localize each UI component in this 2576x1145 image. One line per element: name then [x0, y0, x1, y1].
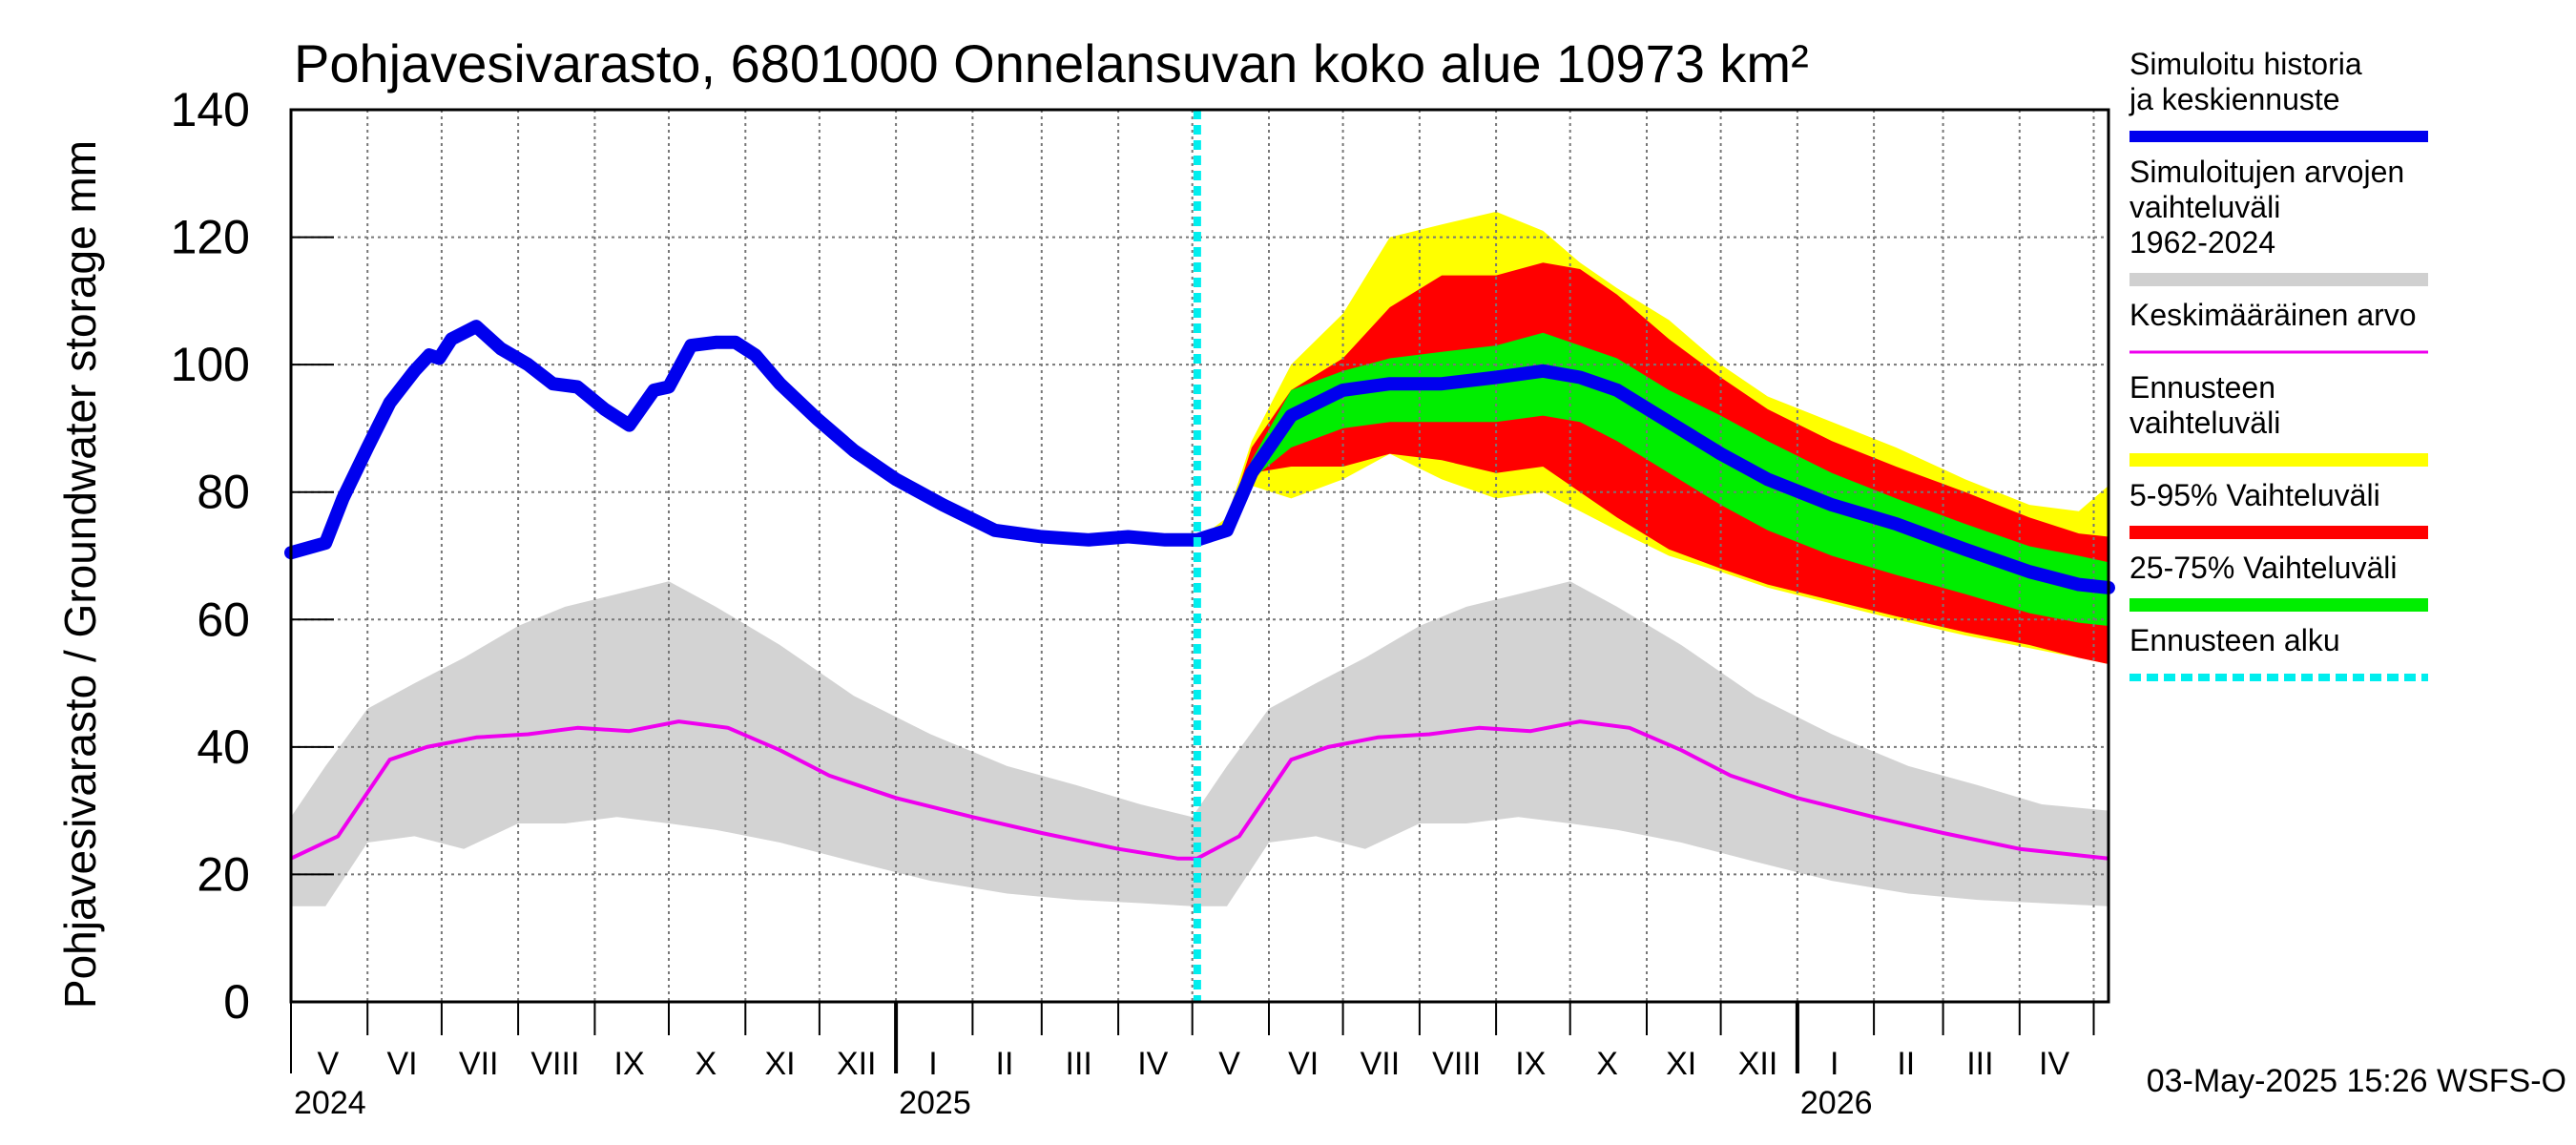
legend-label: Ennusteen: [2129, 370, 2275, 405]
month-label: XI: [1666, 1046, 1696, 1082]
legend-label: 25-75% Vaihteluväli: [2129, 551, 2397, 585]
month-label: X: [695, 1046, 717, 1082]
month-label: II: [996, 1046, 1014, 1082]
y-tick-label: 0: [223, 975, 250, 1029]
legend-label: 5-95% Vaihteluväli: [2129, 478, 2380, 512]
month-label: VIII: [530, 1046, 579, 1082]
month-label: I: [1830, 1046, 1839, 1082]
grid: [291, 110, 2109, 1002]
legend-label: Keskimääräinen arvo: [2129, 298, 2417, 332]
month-label: I: [928, 1046, 937, 1082]
year-label: 2026: [1800, 1085, 1873, 1121]
legend-label: vaihteluväli: [2129, 406, 2280, 440]
legend-label: Simuloitu historia: [2129, 47, 2362, 81]
month-label: VIII: [1432, 1046, 1481, 1082]
history-line: [284, 320, 1204, 560]
month-label: III: [1066, 1046, 1092, 1082]
month-label: VI: [386, 1046, 417, 1082]
chart-title: Pohjavesivarasto, 6801000 Onnelansuvan k…: [294, 33, 1809, 94]
month-label: XII: [837, 1046, 877, 1082]
y-tick-label: 60: [197, 593, 250, 646]
legend-label: 1962-2024: [2129, 225, 2275, 260]
y-tick-label: 100: [171, 338, 250, 391]
legend-label: Ennusteen alku: [2129, 623, 2340, 657]
year-label: 2025: [899, 1085, 971, 1121]
y-tick-label: 40: [197, 720, 250, 774]
month-label: IV: [2039, 1046, 2069, 1082]
month-label: II: [1897, 1046, 1915, 1082]
month-label: VII: [459, 1046, 499, 1082]
month-label: XII: [1738, 1046, 1778, 1082]
month-label: III: [1966, 1046, 1993, 1082]
month-label: IX: [614, 1046, 645, 1082]
month-label: IV: [1137, 1046, 1168, 1082]
data-lines: [284, 110, 2115, 1002]
y-tick-label: 80: [197, 466, 250, 519]
month-label: IX: [1515, 1046, 1546, 1082]
mean-line: [290, 719, 2109, 861]
plot-frame: [289, 108, 2110, 1004]
legend-label: vaihteluväli: [2129, 190, 2280, 224]
month-label: XI: [764, 1046, 795, 1082]
timestamp-footer: 03-May-2025 15:26 WSFS-O: [2147, 1063, 2566, 1099]
y-axis-label: Pohjavesivarasto / Groundwater storage m…: [55, 140, 105, 1009]
forecast-mean-line: [1190, 364, 2115, 594]
month-label: VI: [1288, 1046, 1319, 1082]
y-tick-label: 20: [197, 847, 250, 901]
y-tick-label: 140: [171, 83, 250, 136]
band-25-75: [1196, 332, 2109, 626]
year-label: 2024: [294, 1085, 366, 1121]
legend-label: ja keskiennuste: [2129, 82, 2340, 116]
y-tick-label: 120: [171, 211, 250, 264]
month-label: V: [1218, 1046, 1240, 1082]
legend-label: Simuloitujen arvojen: [2129, 155, 2404, 189]
month-label: VII: [1361, 1046, 1401, 1082]
month-label: V: [317, 1046, 339, 1082]
month-label: X: [1596, 1046, 1618, 1082]
